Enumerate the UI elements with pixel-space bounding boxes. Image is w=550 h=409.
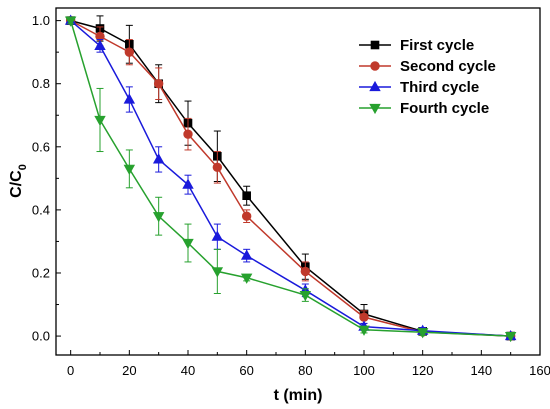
data-point	[416, 328, 429, 339]
data-point	[94, 115, 106, 127]
data-point	[123, 164, 136, 175]
series-layer	[64, 14, 517, 343]
data-point	[64, 16, 77, 27]
data-point	[504, 331, 517, 343]
x-tick-label: 0	[67, 363, 74, 378]
x-tick-label: 120	[412, 363, 434, 378]
y-tick-label: 0.0	[32, 329, 50, 344]
x-tick-label: 100	[353, 363, 375, 378]
data-point	[359, 312, 369, 322]
y-axis-title: C/C0	[8, 164, 29, 198]
data-point	[212, 162, 223, 173]
data-point	[241, 211, 252, 221]
legend-label: Fourth cycle	[400, 100, 489, 117]
x-tick-label: 20	[122, 363, 136, 378]
y-tick-label: 0.6	[32, 139, 50, 154]
legend-marker	[370, 61, 380, 71]
data-point	[153, 79, 164, 89]
data-point	[300, 266, 311, 277]
legend-item: Third cycle	[359, 79, 479, 96]
y-tick-label: 0.8	[32, 76, 50, 91]
data-point	[124, 47, 135, 57]
legend-marker	[370, 40, 380, 50]
plot-frame	[55, 7, 541, 356]
x-axis-title: t (min)	[274, 387, 323, 404]
data-point	[94, 39, 106, 50]
x-tick-label: 160	[529, 363, 550, 378]
x-tick-label: 60	[239, 363, 253, 378]
data-point	[358, 325, 370, 336]
legend-label: Second cycle	[400, 58, 496, 75]
axis-ticks: 0 20 40 60 80 100 120 140 160 0.0 0.2 0.4 0.6 0.8 1.0	[32, 13, 550, 378]
y-tick-label: 1.0	[32, 13, 50, 28]
x-tick-label: 140	[470, 363, 492, 378]
legend: First cycle Second cycle Third cycle Fourth…	[359, 37, 496, 117]
y-tick-label: 0.2	[32, 265, 50, 280]
data-point	[240, 249, 253, 260]
y-axis-title-subscript: 0	[17, 164, 29, 170]
data-point	[299, 290, 312, 302]
legend-label: Third cycle	[400, 79, 479, 96]
data-point	[182, 238, 194, 250]
legend-item: Second cycle	[359, 58, 496, 75]
legend-label: First cycle	[400, 37, 474, 54]
legend-marker	[369, 103, 381, 115]
y-tick-label: 0.4	[32, 202, 50, 217]
legend-item: First cycle	[359, 37, 474, 54]
data-point	[152, 153, 165, 164]
data-point	[211, 267, 224, 278]
data-point	[211, 230, 224, 241]
data-point	[152, 212, 165, 223]
x-tick-label: 80	[298, 363, 312, 378]
legend-item: Fourth cycle	[359, 100, 489, 117]
y-axis-title-main: C/C	[8, 170, 25, 198]
series-4	[64, 16, 517, 343]
data-point	[182, 178, 194, 189]
legend-marker	[369, 80, 381, 92]
data-point	[242, 191, 251, 200]
data-point	[183, 129, 193, 139]
x-tick-label: 40	[181, 363, 195, 378]
data-point	[240, 273, 253, 284]
data-point	[123, 93, 136, 104]
